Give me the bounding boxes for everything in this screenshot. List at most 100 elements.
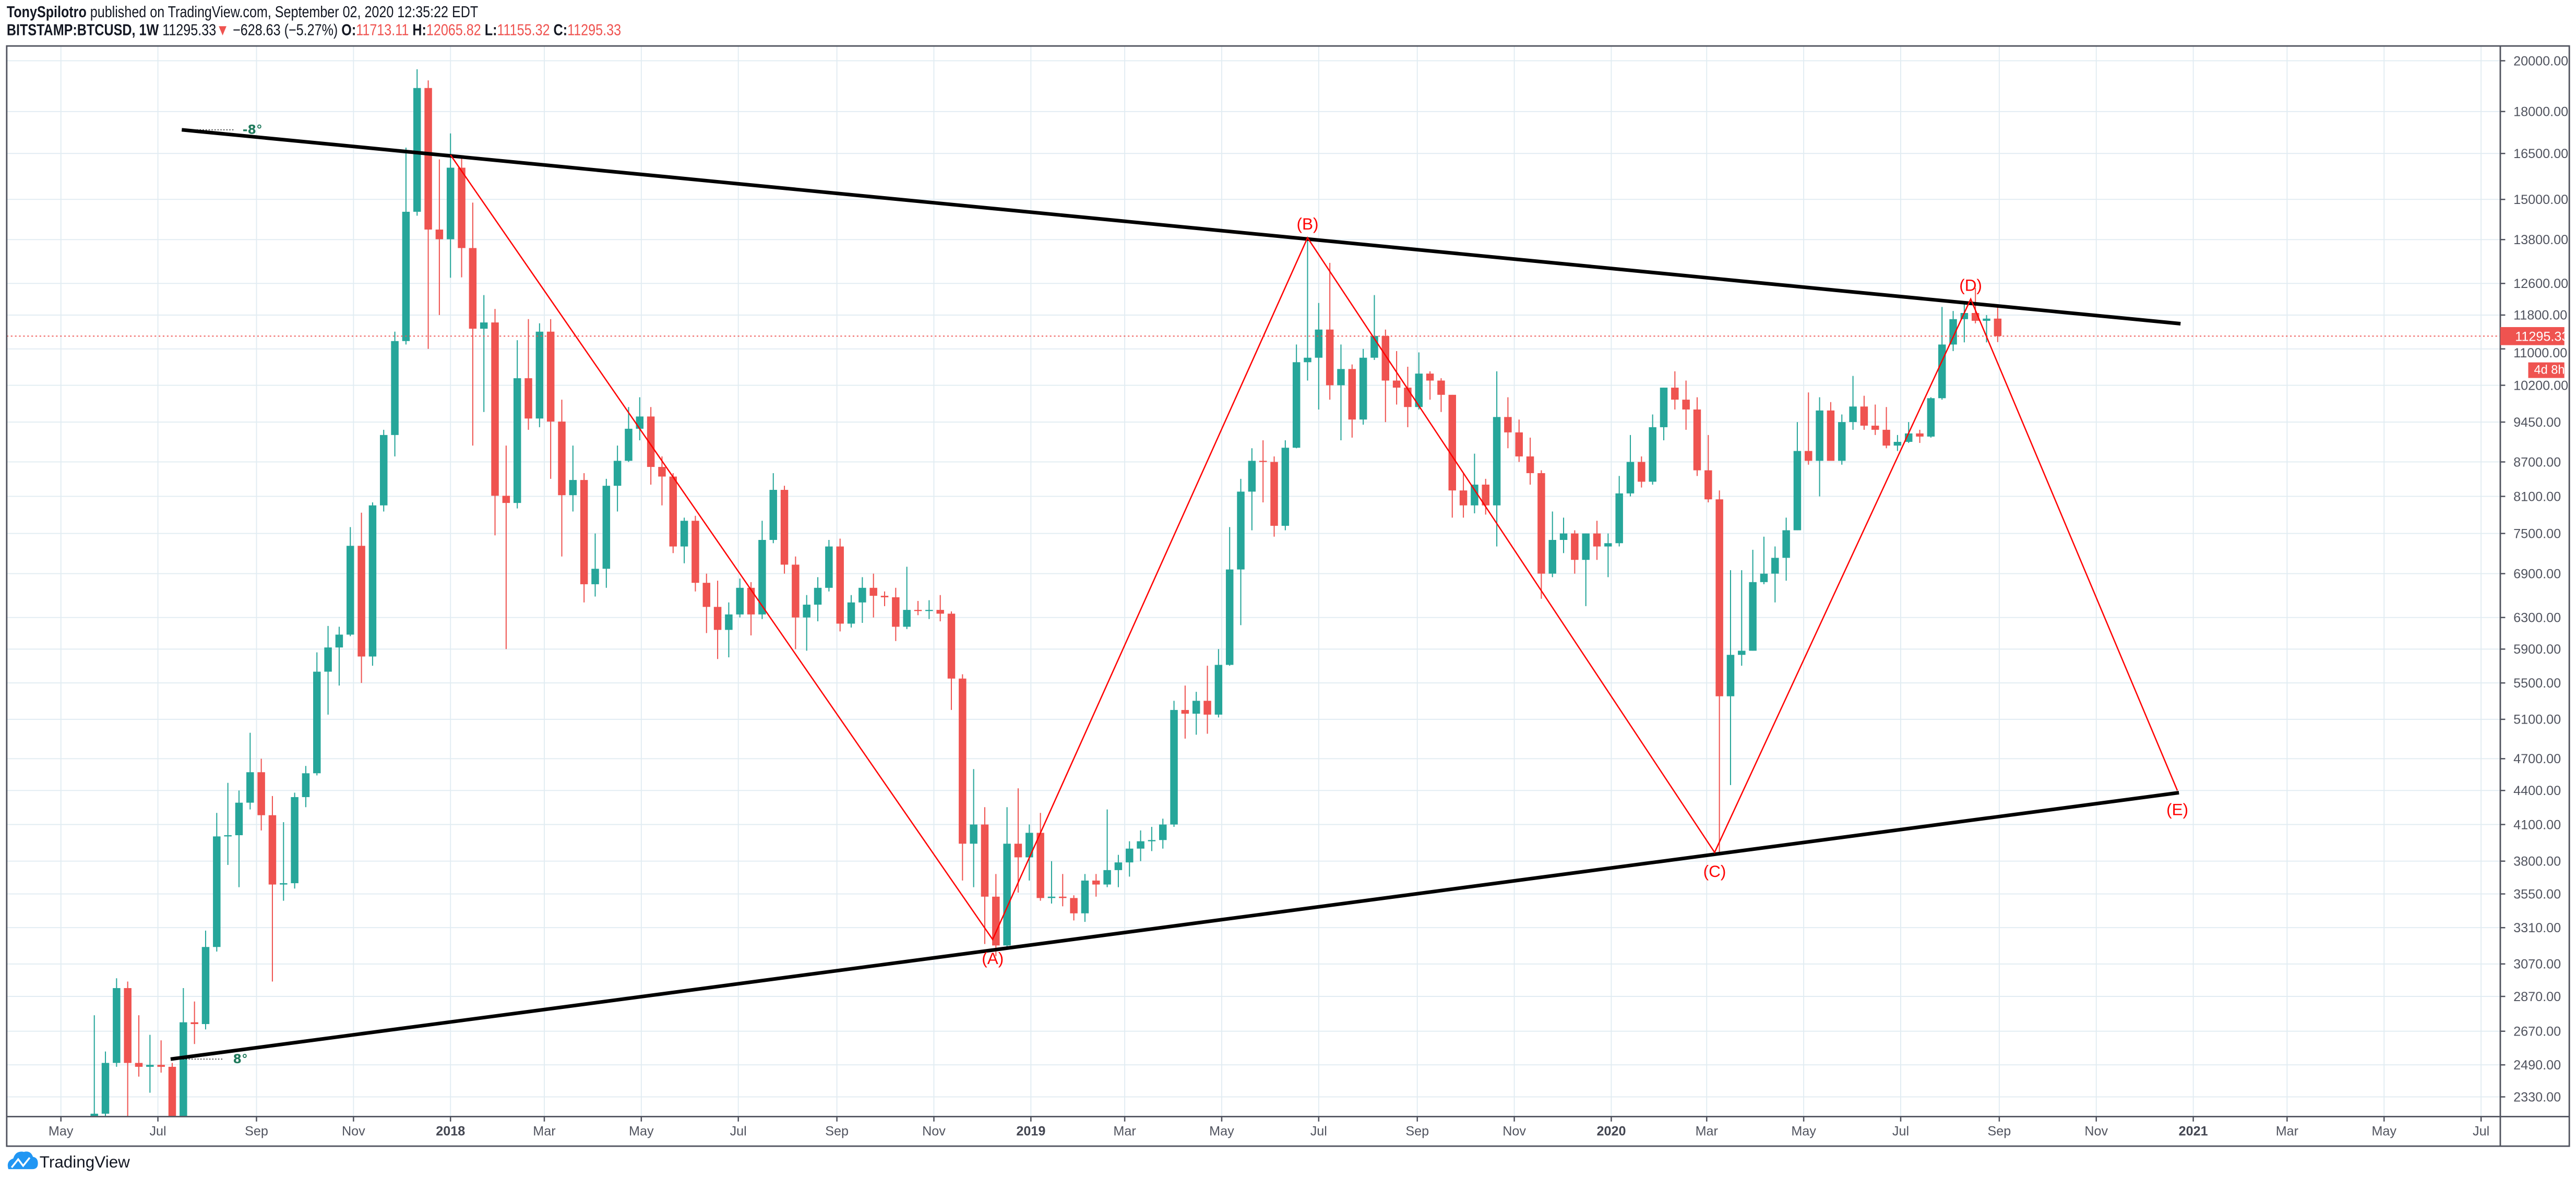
candle-body	[546, 331, 555, 422]
candle-down	[1270, 456, 1278, 537]
candle-up	[1148, 827, 1156, 851]
candle-body	[101, 1063, 110, 1114]
candle-down	[1526, 437, 1534, 485]
candle-body	[691, 521, 699, 583]
author-name[interactable]: TonySpilotro	[7, 4, 87, 21]
time-tick-label: Nov	[2084, 1124, 2108, 1139]
candle-down	[1805, 392, 1812, 465]
price-tick-label: 3310.00	[2513, 921, 2561, 935]
candle-down	[792, 556, 800, 649]
candle-body	[480, 322, 488, 329]
price-tick-label: 12600.00	[2513, 276, 2568, 291]
candle-body	[1025, 833, 1033, 858]
price-tick-label: 13800.00	[2513, 233, 2568, 247]
candle-body	[491, 322, 499, 496]
candle-up	[1582, 533, 1590, 606]
candle-down	[992, 874, 1000, 956]
candle-body	[1259, 461, 1267, 462]
candle-up	[602, 478, 611, 588]
candle-body	[1326, 329, 1334, 386]
candle-down	[892, 587, 900, 641]
candle-down	[1704, 435, 1712, 502]
candle-body	[658, 467, 666, 477]
candle-body	[1214, 665, 1223, 715]
candle-body	[1248, 461, 1256, 492]
candle-body	[1805, 451, 1812, 461]
candle-body	[1593, 533, 1601, 547]
candle-down	[658, 456, 666, 506]
candle-up	[1114, 855, 1123, 887]
wave-label: (E)	[2166, 800, 2188, 819]
candle-up	[1237, 478, 1245, 625]
price-tick-label: 2490.00	[2513, 1058, 2561, 1073]
candle-body	[814, 587, 822, 605]
candle-up	[1849, 376, 1857, 430]
price-tick-label: 6300.00	[2513, 610, 2561, 625]
candle-up	[1649, 414, 1656, 485]
candle-up	[1137, 830, 1144, 861]
candle-up	[1225, 527, 1234, 666]
candle-down	[469, 202, 477, 446]
time-tick-label: Mar	[1113, 1124, 1136, 1139]
candle-down	[1515, 419, 1523, 462]
wave-label: (C)	[1703, 862, 1726, 881]
candle-up	[769, 473, 777, 544]
candle-body	[947, 613, 956, 679]
candle-down	[1504, 397, 1512, 449]
candle-down	[491, 309, 499, 536]
candle-up	[1838, 414, 1846, 465]
lower-trendline[interactable]	[170, 791, 2179, 1061]
candle-body	[1994, 318, 2002, 336]
candle-body	[914, 610, 922, 611]
candlestick-series	[6, 69, 2500, 1117]
tradingview-logo[interactable]: TradingView	[7, 1151, 130, 1171]
candle-body	[1671, 388, 1679, 400]
candle-body	[402, 211, 410, 341]
candle-body	[469, 248, 477, 329]
candle-body	[246, 772, 254, 803]
plot-area[interactable]: -8° 8° (A) (B) (C) (D) (E)	[6, 69, 2500, 1179]
candle-body	[1715, 499, 1723, 696]
candle-down	[357, 512, 365, 683]
candle-up	[324, 625, 332, 715]
candle-down	[1181, 685, 1189, 739]
candle-up	[736, 579, 744, 618]
time-tick-label: Jul	[730, 1124, 747, 1139]
time-axis[interactable]: May Jul Sep Nov 2018 Mar May Jul Sep Nov 2019 Mar Ma…	[49, 1116, 2489, 1139]
candle-down	[747, 582, 755, 636]
candle-body	[90, 1113, 98, 1117]
price-axis[interactable]: 20000.00 18000.00 16500.00 15000.00 13800.00…	[2500, 54, 2568, 1104]
candle-body	[1849, 406, 1857, 423]
candle-up	[235, 790, 243, 887]
abcde-wave-path[interactable]	[450, 154, 2178, 941]
candle-up	[101, 1051, 110, 1117]
candle-up	[1771, 546, 1779, 603]
candle-down	[1348, 364, 1356, 438]
candle-body	[1415, 374, 1423, 407]
candle-body	[1827, 410, 1835, 461]
candle-body	[769, 490, 777, 540]
candle-up	[1949, 311, 1957, 351]
publish-info: TonySpilotro published on TradingView.co…	[7, 4, 478, 21]
bar-countdown-label: 4d 8h	[2534, 364, 2565, 377]
price-tick-label: 3070.00	[2513, 957, 2561, 972]
candle-down	[1682, 380, 1690, 430]
candle-up	[803, 595, 810, 651]
candle-up	[1760, 536, 1768, 584]
candle-body	[1638, 462, 1645, 482]
candle-body	[747, 587, 755, 615]
time-tick-label: Jul	[149, 1124, 166, 1139]
candle-body	[825, 546, 833, 588]
candle-body	[613, 461, 622, 486]
candle-body	[1704, 470, 1712, 500]
candle-body	[1649, 427, 1656, 482]
candle-down	[1404, 366, 1412, 427]
time-tick-label: Mar	[1696, 1124, 1718, 1139]
candle-body	[1237, 491, 1245, 570]
candle-body	[1515, 432, 1523, 456]
time-tick-label: Mar	[533, 1124, 555, 1139]
candle-up	[302, 766, 310, 808]
candle-body	[368, 505, 377, 657]
candle-up	[380, 429, 388, 512]
upper-trendline[interactable]	[181, 128, 2181, 326]
